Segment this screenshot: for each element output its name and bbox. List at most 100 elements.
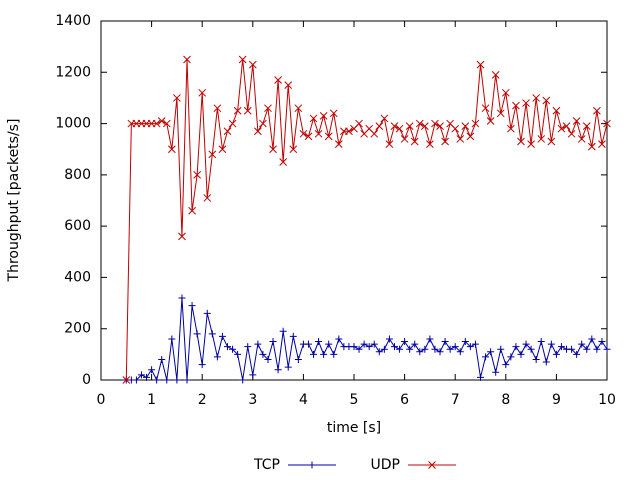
point-marker bbox=[168, 335, 176, 343]
point-marker bbox=[284, 81, 293, 89]
point-marker bbox=[532, 355, 540, 363]
x-tick-label: 0 bbox=[97, 392, 106, 408]
x-tick-label: 3 bbox=[248, 392, 257, 408]
point-marker bbox=[208, 330, 216, 338]
point-marker bbox=[188, 206, 196, 215]
point-marker bbox=[578, 340, 586, 348]
point-marker bbox=[365, 343, 373, 351]
point-marker bbox=[294, 355, 302, 363]
point-marker bbox=[269, 338, 277, 346]
point-marker bbox=[279, 158, 288, 166]
point-marker bbox=[173, 94, 181, 102]
point-marker bbox=[198, 361, 206, 369]
point-marker bbox=[294, 104, 303, 113]
point-marker bbox=[259, 350, 267, 358]
point-marker bbox=[304, 340, 312, 348]
point-marker bbox=[390, 343, 398, 351]
point-marker bbox=[517, 350, 525, 358]
point-marker bbox=[314, 129, 323, 138]
point-marker bbox=[325, 340, 333, 348]
point-marker bbox=[158, 355, 166, 363]
point-marker bbox=[355, 345, 363, 353]
y-axis-label: Throughput [packets/s] bbox=[6, 119, 22, 283]
point-marker bbox=[587, 142, 596, 151]
x-tick-label: 4 bbox=[299, 392, 308, 408]
point-marker bbox=[329, 109, 338, 118]
point-marker bbox=[228, 119, 237, 128]
point-marker bbox=[380, 114, 389, 123]
point-marker bbox=[532, 94, 541, 102]
point-marker bbox=[132, 376, 140, 384]
point-marker bbox=[360, 340, 368, 348]
point-marker bbox=[547, 340, 555, 348]
point-marker bbox=[426, 335, 434, 343]
point-marker bbox=[507, 124, 515, 133]
point-marker bbox=[502, 361, 510, 369]
point-marker bbox=[552, 106, 561, 115]
y-tick-label: 800 bbox=[64, 167, 91, 183]
point-marker bbox=[598, 140, 606, 148]
series-line bbox=[125, 59, 608, 381]
point-marker bbox=[153, 376, 161, 384]
point-marker bbox=[279, 327, 287, 335]
point-marker bbox=[173, 376, 181, 384]
point-marker bbox=[350, 343, 358, 351]
point-marker bbox=[552, 350, 560, 358]
point-marker bbox=[274, 366, 282, 374]
point-marker bbox=[451, 343, 459, 351]
point-marker bbox=[401, 338, 409, 346]
x-tick-label: 2 bbox=[198, 392, 207, 408]
y-tick-label: 1400 bbox=[55, 13, 91, 29]
x-tick-label: 5 bbox=[350, 392, 359, 408]
point-marker bbox=[512, 101, 520, 110]
point-marker bbox=[593, 106, 601, 115]
point-marker bbox=[568, 345, 576, 353]
point-marker bbox=[284, 363, 292, 371]
point-marker bbox=[239, 376, 247, 384]
point-marker bbox=[527, 140, 535, 148]
point-marker bbox=[315, 338, 323, 346]
point-marker bbox=[481, 104, 490, 113]
point-marker bbox=[152, 119, 161, 128]
point-marker bbox=[390, 122, 399, 130]
point-marker bbox=[497, 345, 505, 353]
point-marker bbox=[492, 368, 500, 376]
y-tick-label: 200 bbox=[64, 321, 91, 337]
point-marker bbox=[335, 335, 343, 343]
x-tick-label: 1 bbox=[147, 392, 156, 408]
point-marker bbox=[143, 373, 151, 381]
point-marker bbox=[441, 338, 449, 346]
point-marker bbox=[178, 294, 186, 302]
point-marker bbox=[380, 345, 388, 353]
point-marker bbox=[229, 345, 237, 353]
point-marker bbox=[436, 122, 444, 130]
point-marker bbox=[324, 132, 333, 141]
legend-label: UDP bbox=[371, 457, 400, 473]
legend-marker bbox=[308, 461, 316, 469]
point-marker bbox=[557, 343, 565, 351]
point-marker bbox=[208, 150, 217, 159]
point-marker bbox=[385, 140, 394, 148]
x-tick-label: 7 bbox=[451, 392, 460, 408]
point-marker bbox=[254, 127, 262, 136]
point-marker bbox=[420, 122, 429, 130]
point-marker bbox=[522, 99, 530, 107]
point-marker bbox=[471, 119, 480, 128]
point-marker bbox=[567, 129, 576, 138]
y-tick-label: 1000 bbox=[55, 116, 91, 132]
point-marker bbox=[400, 135, 409, 143]
point-marker bbox=[461, 338, 469, 346]
y-tick-label: 1200 bbox=[55, 64, 91, 80]
point-marker bbox=[593, 345, 601, 353]
point-marker bbox=[355, 119, 363, 128]
point-marker bbox=[416, 348, 424, 356]
point-marker bbox=[537, 135, 546, 143]
x-tick-label: 8 bbox=[501, 392, 510, 408]
x-axis-label: time [s] bbox=[327, 420, 381, 436]
point-marker bbox=[476, 60, 485, 69]
point-marker bbox=[436, 348, 444, 356]
point-marker bbox=[572, 117, 581, 125]
point-marker bbox=[248, 60, 257, 69]
point-marker bbox=[456, 348, 464, 356]
